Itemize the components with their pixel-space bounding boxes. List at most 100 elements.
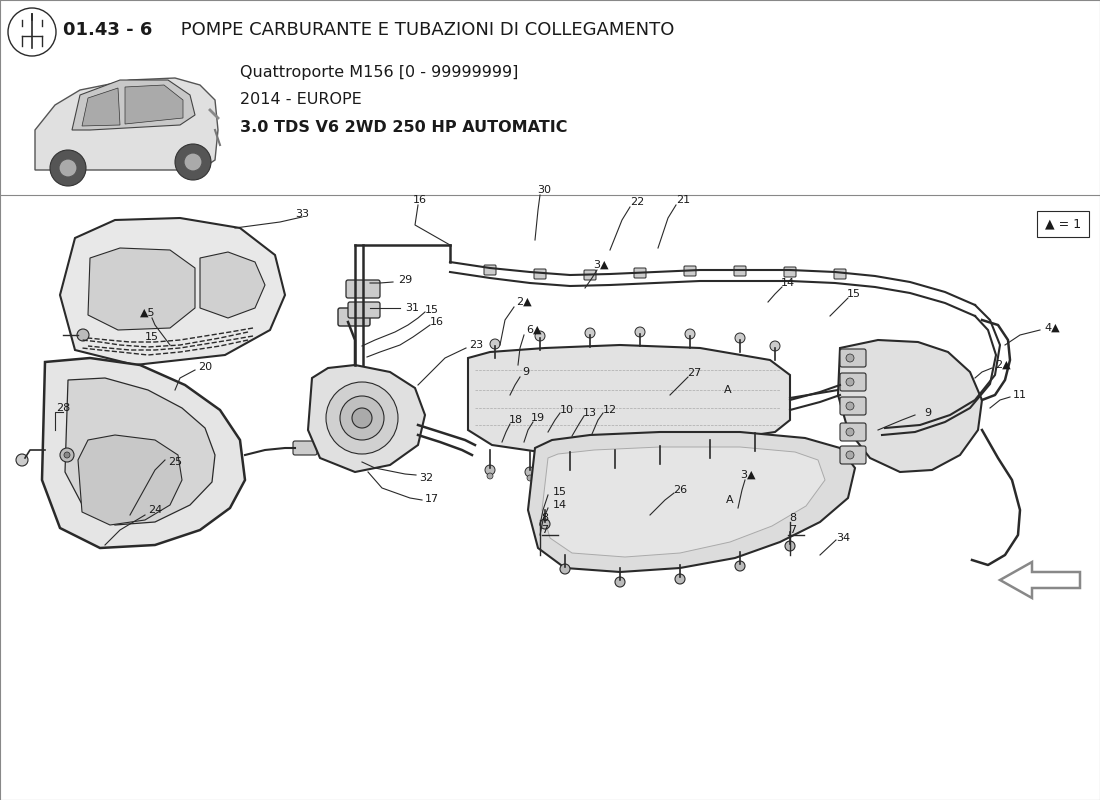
FancyBboxPatch shape xyxy=(634,268,646,278)
FancyBboxPatch shape xyxy=(338,308,370,326)
Text: 3▲: 3▲ xyxy=(740,470,756,480)
Text: 23: 23 xyxy=(469,340,483,350)
Circle shape xyxy=(535,331,544,341)
Text: 16: 16 xyxy=(430,317,444,327)
Circle shape xyxy=(184,153,202,171)
Polygon shape xyxy=(65,378,214,525)
Text: 2▲: 2▲ xyxy=(996,360,1011,370)
Polygon shape xyxy=(125,85,183,124)
Circle shape xyxy=(612,473,618,479)
FancyBboxPatch shape xyxy=(346,280,380,298)
Circle shape xyxy=(527,475,534,481)
Text: 13: 13 xyxy=(583,408,597,418)
Circle shape xyxy=(610,465,620,475)
Text: 27: 27 xyxy=(686,368,701,378)
Text: 4▲: 4▲ xyxy=(1044,323,1059,333)
Text: 25: 25 xyxy=(168,457,183,467)
FancyBboxPatch shape xyxy=(1037,211,1089,237)
Circle shape xyxy=(846,428,854,436)
Polygon shape xyxy=(838,340,982,472)
Text: 14: 14 xyxy=(781,278,795,288)
FancyBboxPatch shape xyxy=(840,397,866,415)
FancyBboxPatch shape xyxy=(348,302,380,318)
Circle shape xyxy=(16,454,28,466)
FancyBboxPatch shape xyxy=(484,265,496,275)
Text: 15: 15 xyxy=(145,332,160,342)
Polygon shape xyxy=(468,345,790,452)
Circle shape xyxy=(50,150,86,186)
Text: 2▲: 2▲ xyxy=(516,297,531,307)
Polygon shape xyxy=(308,365,425,472)
Text: 6▲: 6▲ xyxy=(526,325,541,335)
Circle shape xyxy=(707,463,713,469)
Polygon shape xyxy=(542,447,825,557)
Text: 32: 32 xyxy=(419,473,433,483)
FancyArrow shape xyxy=(1000,562,1080,598)
Circle shape xyxy=(585,328,595,338)
Text: A: A xyxy=(726,495,734,505)
Circle shape xyxy=(540,519,550,529)
Text: A: A xyxy=(724,385,732,395)
Circle shape xyxy=(735,561,745,571)
FancyBboxPatch shape xyxy=(293,441,317,455)
Text: ▲5: ▲5 xyxy=(141,308,156,318)
Text: 12: 12 xyxy=(603,405,617,415)
Text: 16: 16 xyxy=(412,195,427,205)
Circle shape xyxy=(846,378,854,386)
Text: 10: 10 xyxy=(560,405,574,415)
Text: 15: 15 xyxy=(425,305,439,315)
Text: 7: 7 xyxy=(541,525,549,535)
Circle shape xyxy=(566,475,573,481)
Circle shape xyxy=(635,327,645,337)
Polygon shape xyxy=(35,78,218,170)
Circle shape xyxy=(675,574,685,584)
Circle shape xyxy=(487,473,493,479)
Circle shape xyxy=(560,564,570,574)
Polygon shape xyxy=(200,252,265,318)
Polygon shape xyxy=(78,435,182,525)
Text: 30: 30 xyxy=(537,185,551,195)
Text: 14: 14 xyxy=(553,500,568,510)
Text: 20: 20 xyxy=(198,362,212,372)
FancyBboxPatch shape xyxy=(834,269,846,279)
Text: 21: 21 xyxy=(675,195,690,205)
Text: POMPE CARBURANTE E TUBAZIONI DI COLLEGAMENTO: POMPE CARBURANTE E TUBAZIONI DI COLLEGAM… xyxy=(175,21,674,39)
Text: 9: 9 xyxy=(924,408,932,418)
FancyBboxPatch shape xyxy=(784,267,796,277)
Polygon shape xyxy=(528,432,855,572)
Circle shape xyxy=(525,467,535,477)
Text: Quattroporte M156 [0 - 99999999]: Quattroporte M156 [0 - 99999999] xyxy=(240,65,518,79)
Circle shape xyxy=(846,451,854,459)
Circle shape xyxy=(657,469,663,475)
Circle shape xyxy=(705,455,715,465)
Circle shape xyxy=(352,408,372,428)
Circle shape xyxy=(685,329,695,339)
Text: 31: 31 xyxy=(405,303,419,313)
Text: 28: 28 xyxy=(56,403,70,413)
Circle shape xyxy=(654,461,666,471)
Circle shape xyxy=(615,577,625,587)
Text: 26: 26 xyxy=(673,485,688,495)
Text: 8: 8 xyxy=(541,513,549,523)
Text: 17: 17 xyxy=(425,494,439,504)
Polygon shape xyxy=(72,80,195,130)
Text: 22: 22 xyxy=(630,197,645,207)
Circle shape xyxy=(770,341,780,351)
FancyBboxPatch shape xyxy=(584,270,596,280)
Circle shape xyxy=(363,283,377,297)
Text: 11: 11 xyxy=(1013,390,1027,400)
Circle shape xyxy=(750,448,760,458)
Text: 24: 24 xyxy=(147,505,162,515)
FancyBboxPatch shape xyxy=(840,373,866,391)
FancyBboxPatch shape xyxy=(840,446,866,464)
FancyBboxPatch shape xyxy=(534,269,546,279)
Text: ▲ = 1: ▲ = 1 xyxy=(1045,218,1081,230)
Polygon shape xyxy=(60,218,285,365)
Circle shape xyxy=(485,465,495,475)
Circle shape xyxy=(735,333,745,343)
Circle shape xyxy=(846,402,854,410)
FancyBboxPatch shape xyxy=(840,349,866,367)
Text: 19: 19 xyxy=(531,413,546,423)
Circle shape xyxy=(60,448,74,462)
Text: 7: 7 xyxy=(790,525,796,535)
